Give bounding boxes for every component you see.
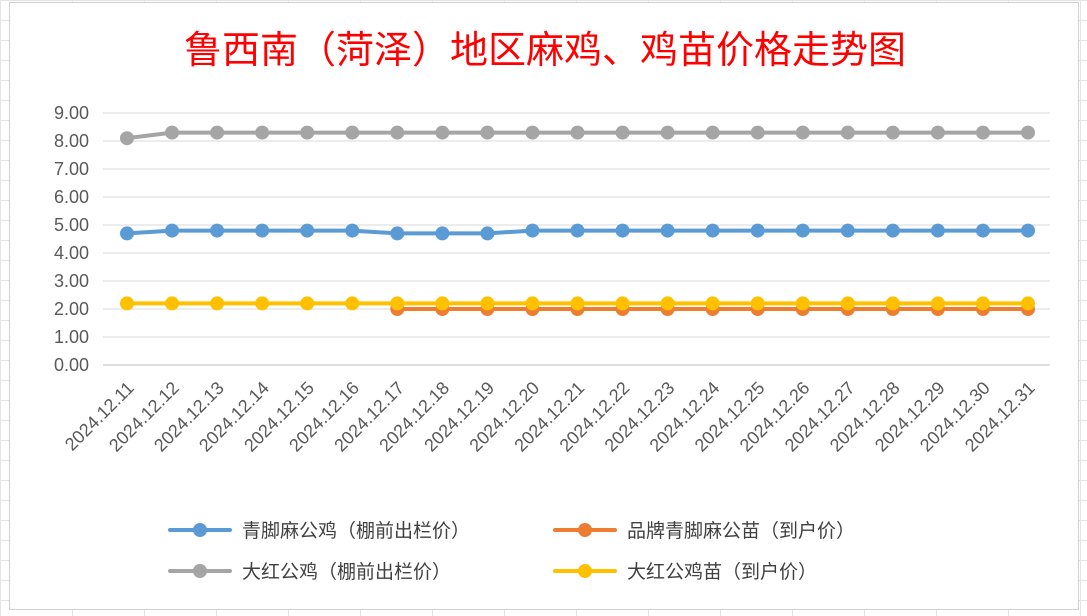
data-point — [480, 296, 495, 311]
data-point — [390, 226, 405, 241]
data-point — [390, 125, 405, 140]
y-tick-label: 3.00 — [54, 271, 89, 291]
data-point — [570, 125, 585, 140]
data-point — [210, 125, 225, 140]
chart-title: 鲁西南（菏泽）地区麻鸡、鸡苗价格走势图 — [184, 28, 906, 72]
data-point — [210, 223, 225, 238]
data-point — [660, 125, 675, 140]
data-point — [120, 226, 134, 241]
line-chart: 鲁西南（菏泽）地区麻鸡、鸡苗价格走势图 0.00 1.00 2.00 3.00 4.00… — [54, 28, 1050, 583]
data-point — [1021, 296, 1035, 311]
y-tick-label: 8.00 — [54, 131, 89, 151]
data-point — [885, 223, 900, 238]
series-1 — [120, 223, 1035, 241]
y-tick-label: 5.00 — [54, 215, 89, 235]
chart-area[interactable]: 鲁西南（菏泽）地区麻鸡、鸡苗价格走势图 0.00 1.00 2.00 3.00 4.00… — [9, 2, 1079, 610]
data-point — [255, 223, 270, 238]
data-point — [975, 125, 990, 140]
data-point — [930, 296, 945, 311]
data-point — [570, 223, 585, 238]
data-point — [750, 125, 765, 140]
data-point — [525, 223, 540, 238]
data-point — [705, 125, 720, 140]
data-point — [840, 223, 855, 238]
y-tick-label: 7.00 — [54, 159, 89, 179]
data-point — [345, 296, 360, 311]
data-point — [120, 296, 134, 311]
data-point — [300, 223, 315, 238]
data-point — [300, 296, 315, 311]
y-tick-label: 9.00 — [54, 103, 89, 123]
data-point — [615, 223, 630, 238]
x-axis: 2024.12.112024.12.122024.12.132024.12.14… — [61, 378, 1039, 456]
y-tick-label: 4.00 — [54, 243, 89, 263]
data-point — [165, 223, 180, 238]
data-point — [165, 125, 180, 140]
data-point — [525, 125, 540, 140]
data-point — [615, 125, 630, 140]
legend-marker — [578, 523, 592, 537]
data-point — [570, 296, 585, 311]
data-point — [255, 296, 270, 311]
legend-item: 青脚麻公鸡（棚前出栏价） — [168, 520, 470, 542]
legend-item: 大红公鸡（棚前出栏价） — [168, 561, 451, 583]
data-point — [795, 223, 810, 238]
legend-marker — [193, 523, 207, 537]
data-point — [390, 296, 405, 311]
data-point — [705, 296, 720, 311]
data-point — [435, 125, 450, 140]
data-point — [435, 226, 450, 241]
data-point — [210, 296, 225, 311]
data-point — [840, 125, 855, 140]
data-point — [975, 296, 990, 311]
y-tick-label: 1.00 — [54, 327, 89, 347]
data-point — [885, 125, 900, 140]
data-point — [795, 296, 810, 311]
data-point — [660, 296, 675, 311]
data-point — [300, 125, 315, 140]
legend-marker — [578, 564, 592, 578]
data-point — [1021, 223, 1035, 238]
legend-label: 大红公鸡（棚前出栏价） — [242, 561, 451, 583]
y-tick-label: 6.00 — [54, 187, 89, 207]
data-point — [795, 125, 810, 140]
data-point — [885, 296, 900, 311]
series-layer — [120, 125, 1035, 316]
gridlines — [103, 112, 1050, 366]
data-point — [345, 223, 360, 238]
data-point — [750, 296, 765, 311]
data-point — [255, 125, 270, 140]
data-point — [435, 296, 450, 311]
y-axis: 0.00 1.00 2.00 3.00 4.00 5.00 6.00 7.00 8.00 9.00 — [54, 103, 89, 375]
legend-item: 大红公鸡苗（到户价） — [553, 561, 817, 583]
legend-label: 大红公鸡苗（到户价） — [627, 561, 817, 583]
legend-label: 青脚麻公鸡（棚前出栏价） — [242, 520, 470, 542]
data-point — [1021, 125, 1035, 140]
data-point — [930, 125, 945, 140]
legend-marker — [193, 564, 207, 578]
y-tick-label: 0.00 — [54, 355, 89, 375]
data-point — [525, 296, 540, 311]
legend-label: 品牌青脚麻公苗（到户价） — [627, 520, 855, 542]
data-point — [615, 296, 630, 311]
data-point — [975, 223, 990, 238]
series-3 — [120, 125, 1035, 146]
data-point — [165, 296, 180, 311]
data-point — [480, 125, 495, 140]
legend-item: 品牌青脚麻公苗（到户价） — [553, 520, 855, 542]
data-point — [120, 131, 134, 146]
series-4 — [120, 296, 1035, 311]
data-point — [930, 223, 945, 238]
data-point — [345, 125, 360, 140]
data-point — [750, 223, 765, 238]
data-point — [840, 296, 855, 311]
data-point — [705, 223, 720, 238]
legend: 青脚麻公鸡（棚前出栏价） 品牌青脚麻公苗（到户价） 大红公鸡（棚前出栏价） 大红公鸡苗… — [168, 520, 855, 583]
y-tick-label: 2.00 — [54, 299, 89, 319]
data-point — [480, 226, 495, 241]
data-point — [660, 223, 675, 238]
